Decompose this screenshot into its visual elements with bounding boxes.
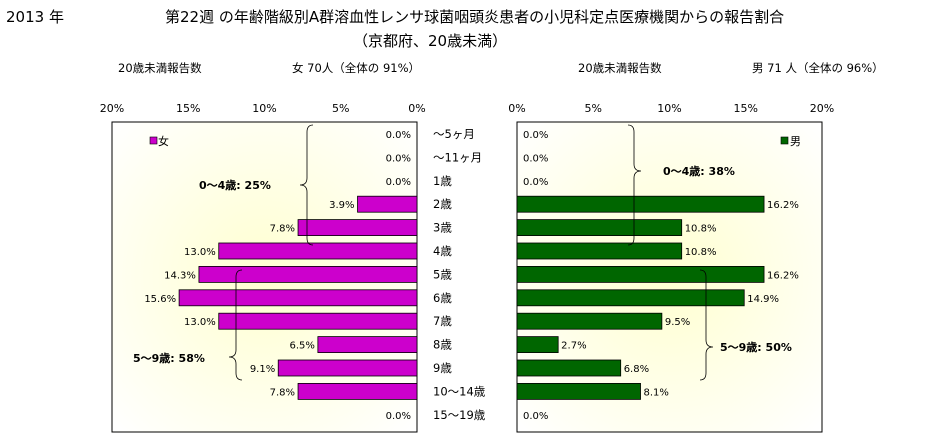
age-category-label: 10～14歳 [433, 384, 486, 398]
male-tick-label: 5% [585, 102, 602, 115]
female-value-label: 13.0% [184, 317, 216, 328]
male-brace-5-9 [699, 269, 714, 381]
female-value-label: 6.5% [289, 341, 314, 352]
male-bar [516, 359, 622, 377]
male-value-label: 16.2% [767, 270, 799, 281]
male-bar [516, 382, 641, 400]
male-bar [516, 219, 683, 237]
age-category-label: 7歳 [433, 314, 452, 328]
female-tick-label: 15% [176, 102, 200, 115]
female-axis-ticks: 20% 15% 10% 5% 0% [100, 102, 426, 115]
female-bar [357, 195, 418, 213]
age-category-labels: ～5ヶ月 ～11ヶ月 1歳 2歳 3歳 4歳 5歳 6歳 7歳 8歳 9歳 10～14歳 15～19歳 [433, 127, 486, 422]
age-category-label: 3歳 [433, 221, 452, 235]
male-bar [516, 312, 663, 330]
male-value-label: 2.7% [561, 341, 586, 352]
age-category-label: ～5ヶ月 [433, 127, 475, 141]
male-legend-swatch [780, 136, 789, 145]
female-tick-label: 0% [408, 102, 425, 115]
female-bar [178, 289, 418, 307]
female-tick-label: 20% [100, 102, 124, 115]
male-value-label: 9.5% [665, 317, 690, 328]
female-value-label: 15.6% [144, 294, 176, 305]
male-bars: 0.0% 0.0% 0.0% 16.2% 10.8% 10.8% 16.2% 14.9% 9.5… [516, 130, 799, 422]
female-bar [297, 219, 418, 237]
male-tick-label: 10% [657, 102, 681, 115]
age-category-label: 9歳 [433, 361, 452, 375]
female-bars: 0.0% 0.0% 0.0% 3.9% 7.8% 13.0% 14.3% 15.6% 13.0%… [144, 130, 418, 422]
female-value-label: 0.0% [386, 411, 411, 422]
male-tick-label: 0% [508, 102, 525, 115]
age-category-label: 5歳 [433, 267, 452, 281]
female-legend-label: 女 [158, 134, 169, 148]
male-bar [516, 336, 559, 354]
male-bar [516, 265, 765, 283]
male-annotation-0-4: 0～4歳: 38% [663, 164, 735, 178]
male-annotation-5-9: 5～9歳: 50% [720, 340, 792, 354]
male-value-label: 6.8% [624, 364, 649, 375]
left-header-summary: 女 70人（全体の 91%） [292, 61, 420, 75]
chart-title: 第22週 の年齢階級別A群溶血性レンサ球菌咽頭炎患者の小児科定点医療機関からの報… [165, 8, 784, 26]
female-tick-label: 10% [252, 102, 276, 115]
female-value-label: 7.8% [270, 224, 295, 235]
male-bar [516, 289, 745, 307]
male-value-label: 10.8% [685, 224, 717, 235]
male-value-label: 8.1% [644, 387, 669, 398]
male-value-label: 0.0% [523, 130, 548, 141]
age-category-label: ～11ヶ月 [433, 150, 482, 164]
male-value-label: 0.0% [523, 177, 548, 188]
female-legend-swatch [149, 136, 158, 145]
female-annotation-0-4: 0～4歳: 25% [199, 178, 271, 192]
chart-year: 2013 年 [6, 8, 64, 26]
left-header-label: 20歳未満報告数 [118, 61, 202, 75]
age-category-label: 4歳 [433, 244, 452, 258]
male-brace-0-4 [627, 124, 642, 246]
chart-subtitle: （京都府、20歳未満） [353, 32, 507, 50]
female-brace-0-4 [299, 124, 314, 246]
female-bar [317, 336, 418, 354]
female-value-label: 0.0% [386, 153, 411, 164]
female-value-label: 13.0% [184, 247, 216, 258]
female-bar [198, 265, 418, 283]
right-header-summary: 男 71 人（全体の 96%） [752, 61, 884, 75]
female-value-label: 14.3% [164, 270, 196, 281]
male-value-label: 0.0% [523, 411, 548, 422]
male-tick-label: 20% [810, 102, 834, 115]
female-value-label: 9.1% [250, 364, 275, 375]
male-bar [516, 242, 683, 260]
age-category-label: 2歳 [433, 197, 452, 211]
female-bar [277, 359, 418, 377]
female-bar [218, 312, 418, 330]
female-bar [218, 242, 418, 260]
male-axis-ticks: 0% 5% 10% 15% 20% [508, 102, 834, 115]
male-legend-label: 男 [790, 135, 801, 148]
age-category-label: 1歳 [433, 174, 452, 188]
female-value-label: 7.8% [270, 387, 295, 398]
female-value-label: 0.0% [386, 177, 411, 188]
male-bar [516, 195, 765, 213]
female-annotation-5-9: 5～9歳: 58% [133, 351, 205, 365]
female-value-label: 0.0% [386, 130, 411, 141]
male-tick-label: 15% [734, 102, 758, 115]
age-category-label: 8歳 [433, 338, 452, 352]
age-category-label: 15～19歳 [433, 408, 486, 422]
female-tick-label: 5% [332, 102, 349, 115]
female-bar [297, 382, 418, 400]
female-value-label: 3.9% [329, 200, 354, 211]
right-header-label: 20歳未満報告数 [578, 61, 662, 75]
male-value-label: 0.0% [523, 153, 548, 164]
male-value-label: 14.9% [747, 294, 779, 305]
male-value-label: 10.8% [685, 247, 717, 258]
male-value-label: 16.2% [767, 200, 799, 211]
female-brace-5-9 [228, 269, 243, 381]
age-category-label: 6歳 [433, 291, 452, 305]
